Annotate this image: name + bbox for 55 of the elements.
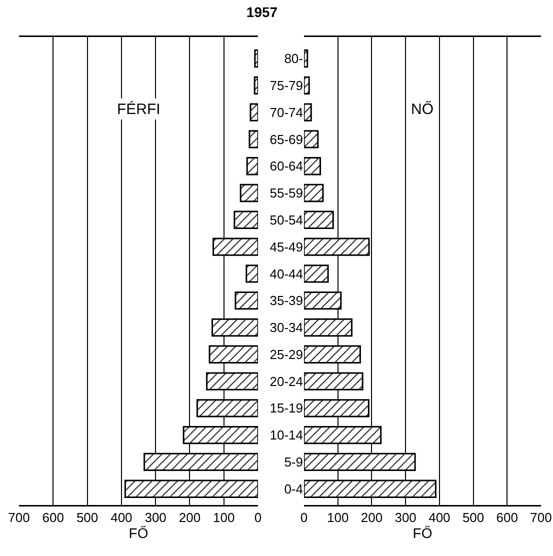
x-axis-title: FŐ <box>412 525 432 542</box>
y-tick-label: 55-59 <box>270 186 303 201</box>
x-tick-label: 400 <box>428 510 450 526</box>
x-tick-label: 100 <box>213 510 235 526</box>
bar <box>250 103 258 122</box>
y-tick-label: 40-44 <box>270 266 303 282</box>
bar <box>246 157 258 176</box>
y-tick-label: 0-4 <box>284 481 303 496</box>
y-tick-label: 60-64 <box>270 158 303 174</box>
bar <box>246 264 258 283</box>
x-tick-label: 0 <box>300 510 308 526</box>
y-tick-label: 30-34 <box>270 320 303 336</box>
x-tick-label: 700 <box>8 510 30 526</box>
y-tick-label: 50-54 <box>270 212 303 228</box>
y-tick-label: 35-39 <box>270 293 303 308</box>
bar <box>304 130 319 148</box>
y-tick-label: 70-74 <box>270 104 303 120</box>
bar <box>304 103 312 122</box>
y-tick-label: 80- <box>284 51 303 66</box>
x-tick-label: 300 <box>394 510 416 526</box>
bar <box>304 264 329 283</box>
annotation: NŐ <box>411 100 434 118</box>
y-tick-label: 75-79 <box>270 78 303 93</box>
y-tick-label: 45-49 <box>270 239 303 254</box>
x-tick-label: 600 <box>496 510 518 526</box>
chart-title: 1957 <box>245 4 279 20</box>
bar <box>254 76 258 94</box>
bar <box>304 184 324 202</box>
x-tick-label: 400 <box>110 510 132 526</box>
x-tick-label: 700 <box>530 510 552 526</box>
y-tick-label: 5-9 <box>284 454 303 470</box>
x-tick-label: 600 <box>42 510 64 526</box>
bar <box>240 184 258 202</box>
bar <box>304 49 308 68</box>
x-tick-label: 500 <box>462 510 484 526</box>
bar <box>304 210 334 229</box>
y-tick-label: 10-14 <box>270 428 303 443</box>
x-tick-label: 200 <box>178 510 201 526</box>
annotation: FÉRFI <box>117 100 160 118</box>
x-axis-title: FŐ <box>128 525 148 542</box>
bar <box>234 210 258 229</box>
y-tick-label: 15-19 <box>270 400 303 416</box>
bar <box>254 49 258 68</box>
y-tick-label: 65-69 <box>270 132 303 147</box>
bar <box>234 292 258 310</box>
bar <box>304 76 310 94</box>
x-tick-label: 500 <box>76 510 98 526</box>
y-tick-label: 20-24 <box>270 374 303 389</box>
bar <box>248 130 258 148</box>
x-tick-label: 300 <box>144 510 166 526</box>
y-tick-label: 25-29 <box>270 346 303 362</box>
x-tick-label: 0 <box>254 510 262 526</box>
x-tick-label: 200 <box>360 510 383 526</box>
x-tick-label: 100 <box>327 510 349 526</box>
bar <box>304 157 321 176</box>
